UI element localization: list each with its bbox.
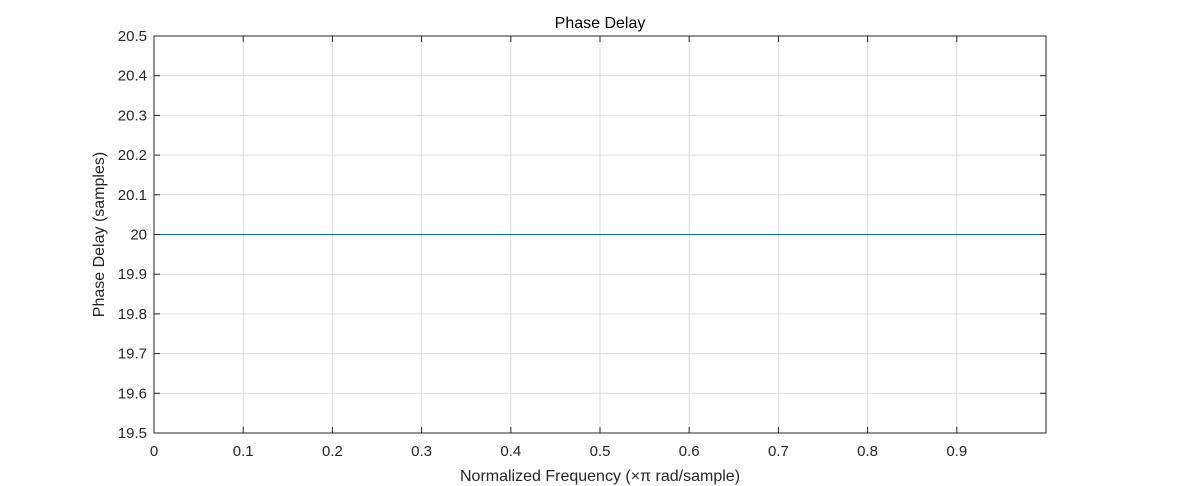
- x-tick-label: 0.7: [768, 443, 789, 460]
- y-tick-label: 20.2: [118, 147, 147, 164]
- x-tick-label: 0.9: [946, 443, 967, 460]
- tick-layer: 0 0.1 0.2 0.3 0.4 0.5 0.6 0.7 0.8 0.9 19.5 19.6 19.7…: [118, 28, 1046, 460]
- x-tick-label: 0: [150, 443, 158, 460]
- x-tick-label: 0.1: [233, 443, 254, 460]
- y-tick-label: 20: [130, 227, 147, 244]
- y-axis-label: Phase Delay (samples): [91, 152, 108, 317]
- y-tick-label: 20.4: [118, 68, 147, 85]
- y-tick-label: 19.5: [118, 425, 147, 442]
- y-tick-label: 20.5: [118, 28, 147, 45]
- y-tick-label: 19.8: [118, 306, 147, 323]
- y-tick-label: 20.3: [118, 107, 147, 124]
- chart-title: Phase Delay: [555, 15, 646, 32]
- x-tick-label: 0.4: [500, 443, 521, 460]
- y-tick-label: 19.6: [118, 385, 147, 402]
- y-tick-label: 20.1: [118, 187, 147, 204]
- x-tick-label: 0.5: [590, 443, 611, 460]
- y-tick-label: 19.7: [118, 346, 147, 363]
- y-tick-label: 19.9: [118, 266, 147, 283]
- x-tick-label: 0.8: [857, 443, 878, 460]
- x-axis-label: Normalized Frequency (×π rad/sample): [460, 468, 740, 485]
- x-tick-label: 0.6: [679, 443, 700, 460]
- x-tick-label: 0.2: [322, 443, 343, 460]
- x-tick-label: 0.3: [411, 443, 432, 460]
